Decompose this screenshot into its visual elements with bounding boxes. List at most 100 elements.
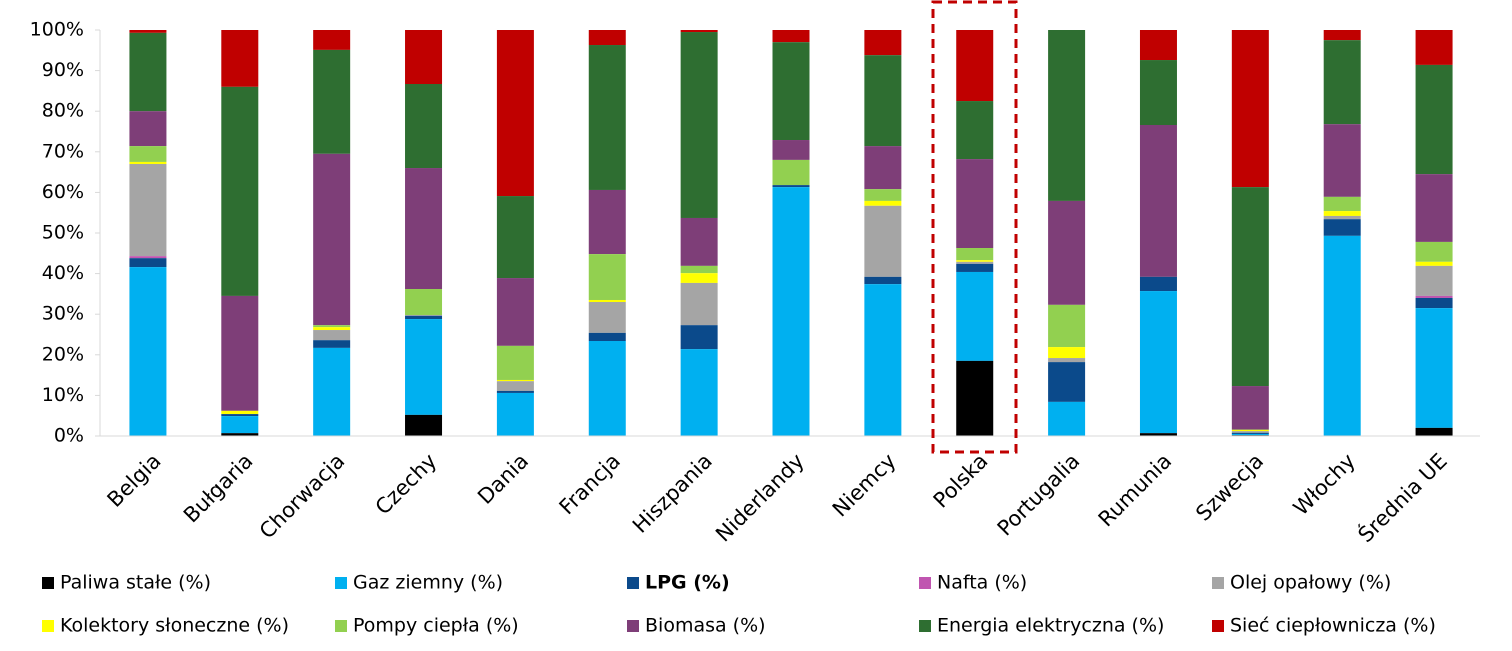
- y-tick-label: 90%: [42, 59, 84, 81]
- bar-segment: [1415, 261, 1453, 266]
- bar-segment: [129, 163, 167, 257]
- bar-segment: [313, 49, 351, 154]
- bar-segment: [588, 189, 626, 255]
- bar-segment: [1048, 358, 1086, 363]
- bar-segment: [680, 349, 718, 436]
- x-tick-label: Niderlandy: [711, 449, 809, 547]
- bar-segment: [864, 276, 902, 285]
- bar-segment: [313, 153, 351, 326]
- highlight-box: [931, 0, 1018, 454]
- bar-segment: [680, 273, 718, 283]
- bar-segment: [221, 30, 259, 87]
- bar-segment: [588, 45, 626, 190]
- y-tick-label: 60%: [42, 181, 84, 203]
- bar-segment: [1323, 219, 1361, 236]
- x-tick-label: Szwecja: [1191, 449, 1268, 526]
- bar-segment: [1415, 64, 1453, 175]
- x-tick-label: Polska: [929, 449, 993, 513]
- bar-segment: [129, 146, 167, 162]
- bar-segment: [1048, 30, 1086, 201]
- bar-segment: [1048, 304, 1086, 348]
- bar-segment: [1048, 347, 1086, 359]
- bar-segment: [680, 265, 718, 274]
- y-tick-label: 0%: [54, 425, 84, 447]
- x-tick-label: Francja: [555, 449, 625, 519]
- bar-segment: [1048, 401, 1086, 436]
- x-tick-label: Bułgaria: [179, 449, 258, 528]
- y-tick-label: 30%: [42, 303, 84, 325]
- bar-segment: [680, 32, 718, 218]
- bar-segment: [405, 315, 443, 320]
- bar-segment: [405, 83, 443, 169]
- bar-segment: [496, 345, 534, 380]
- legend-label: LPG (%): [645, 572, 730, 594]
- bar-segment: [496, 278, 534, 346]
- bar-segment: [588, 299, 626, 303]
- legend-label: Sieć ciepłownicza (%): [1230, 615, 1436, 637]
- bar-segment: [1415, 30, 1453, 65]
- y-tick-label: 80%: [42, 100, 84, 122]
- bar-segment: [772, 159, 810, 186]
- bar-segment: [956, 271, 994, 361]
- bar-segment: [1323, 124, 1361, 197]
- bar-segment: [313, 347, 351, 436]
- bar-segment: [772, 42, 810, 141]
- bar-segment: [1231, 386, 1269, 430]
- x-tick-label: Dania: [473, 449, 533, 509]
- bar-segment: [772, 187, 810, 436]
- bar-segment: [405, 315, 443, 316]
- x-tick-label: Chorwacja: [255, 449, 350, 544]
- bar-segment: [405, 414, 443, 436]
- legend-label: Paliwa stałe (%): [60, 572, 211, 594]
- bar-segment: [588, 302, 626, 333]
- legend-label: Biomasa (%): [645, 615, 766, 637]
- bar-segment: [1415, 265, 1453, 296]
- bar-segment: [1323, 40, 1361, 125]
- bar-segment: [772, 30, 810, 43]
- bar-segment: [405, 168, 443, 290]
- bar-segment: [1231, 187, 1269, 387]
- x-tick-label: Rumunia: [1094, 449, 1177, 532]
- bar-segment: [129, 258, 167, 268]
- bar-segment: [1323, 30, 1361, 41]
- bar-segment: [496, 390, 534, 393]
- legend-label: Energia elektryczna (%): [937, 615, 1164, 637]
- x-tick-label: Niemcy: [828, 449, 901, 522]
- bar-segment: [1323, 215, 1361, 220]
- bar-segment: [1231, 30, 1269, 188]
- bar-segment: [1231, 433, 1269, 436]
- bar-segment: [864, 30, 902, 56]
- bar-segment: [1139, 30, 1177, 61]
- x-tick-label: Hiszpania: [628, 449, 717, 538]
- bar-segment: [1323, 235, 1361, 436]
- bar-segment: [313, 340, 351, 348]
- y-tick-label: 20%: [42, 343, 84, 365]
- bar-segment: [221, 410, 259, 415]
- bar-segment: [956, 260, 994, 262]
- bar-segment: [680, 217, 718, 266]
- legend-swatch: [335, 620, 347, 632]
- bar-segment: [221, 416, 259, 434]
- legend-label: Olej opałowy (%): [1230, 572, 1391, 594]
- bar-segment: [772, 140, 810, 160]
- bar-segment: [864, 205, 902, 277]
- bar-segment: [680, 282, 718, 326]
- bar-segment: [129, 30, 167, 33]
- bar-segment: [680, 325, 718, 350]
- bar-segment: [1415, 295, 1453, 298]
- bar-segment: [1323, 196, 1361, 212]
- bar-segment: [129, 111, 167, 147]
- legend-swatch: [919, 620, 931, 632]
- bar-segment: [1323, 211, 1361, 216]
- legend-swatch: [627, 577, 639, 589]
- bar-segment: [1139, 125, 1177, 277]
- bar-segment: [1231, 429, 1269, 432]
- bar-segment: [956, 159, 994, 249]
- bar-segment: [772, 185, 810, 188]
- bar-segment: [1415, 174, 1453, 242]
- bar-segment: [405, 319, 443, 415]
- legend-label: Gaz ziemny (%): [353, 572, 503, 594]
- bar-segment: [588, 30, 626, 46]
- bar-segment: [129, 267, 167, 436]
- bar-segment: [956, 101, 994, 160]
